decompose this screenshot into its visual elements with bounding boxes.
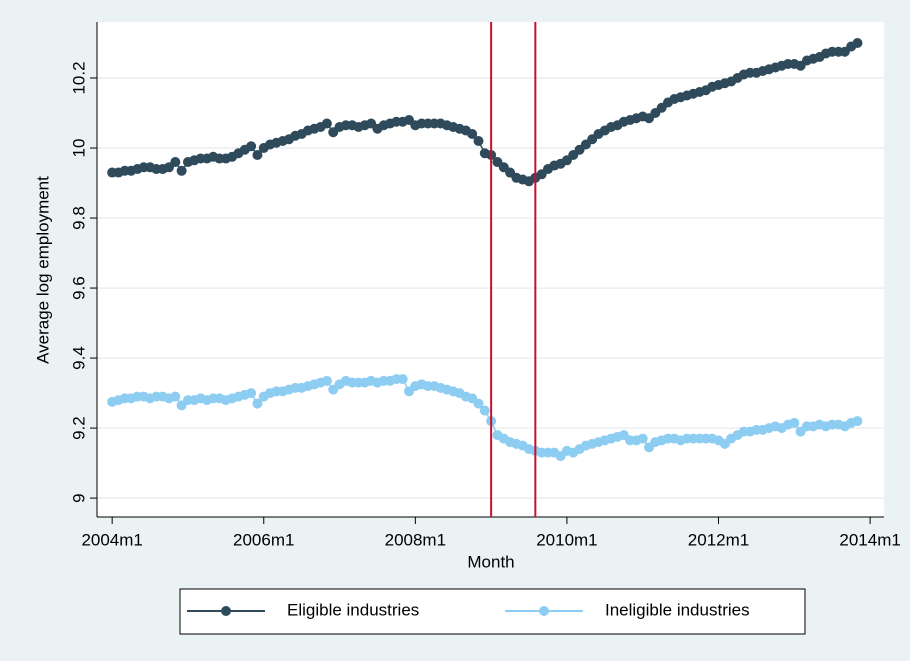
data-point bbox=[852, 38, 863, 49]
y-tick-label: 9 bbox=[69, 493, 88, 502]
legend-swatch-marker bbox=[221, 606, 231, 616]
data-point bbox=[473, 136, 484, 147]
x-tick-label: 2008m1 bbox=[385, 530, 446, 549]
y-tick-label: 9.2 bbox=[69, 416, 88, 440]
data-point bbox=[170, 157, 181, 168]
x-tick-label: 2010m1 bbox=[536, 530, 597, 549]
x-tick-label: 2006m1 bbox=[233, 530, 294, 549]
data-point bbox=[170, 391, 181, 402]
x-axis-title: Month bbox=[467, 552, 514, 571]
data-point bbox=[321, 375, 332, 386]
data-point bbox=[473, 398, 484, 409]
legend bbox=[179, 588, 806, 635]
y-tick-label: 9.6 bbox=[69, 276, 88, 300]
y-tick-label: 10.2 bbox=[69, 61, 88, 94]
data-point bbox=[246, 388, 257, 399]
y-tick-label: 9.4 bbox=[69, 346, 88, 370]
data-point bbox=[252, 398, 263, 409]
x-tick-label: 2004m1 bbox=[81, 530, 142, 549]
data-point bbox=[467, 129, 478, 140]
y-tick-label: 10 bbox=[69, 139, 88, 158]
legend-swatch-marker bbox=[539, 606, 549, 616]
data-point bbox=[637, 433, 648, 444]
data-point bbox=[789, 417, 800, 428]
data-point bbox=[397, 374, 408, 385]
data-point bbox=[176, 165, 187, 176]
data-point bbox=[252, 150, 263, 161]
data-point bbox=[852, 416, 863, 427]
y-axis-title: Average log employment bbox=[33, 176, 52, 364]
legend-label: Ineligible industries bbox=[605, 600, 750, 619]
y-tick-label: 9.8 bbox=[69, 206, 88, 230]
data-point bbox=[321, 118, 332, 129]
x-tick-label: 2012m1 bbox=[688, 530, 749, 549]
data-point bbox=[479, 405, 490, 416]
x-tick-label: 2014m1 bbox=[839, 530, 900, 549]
data-point bbox=[246, 141, 257, 152]
legend-label: Eligible industries bbox=[287, 600, 419, 619]
